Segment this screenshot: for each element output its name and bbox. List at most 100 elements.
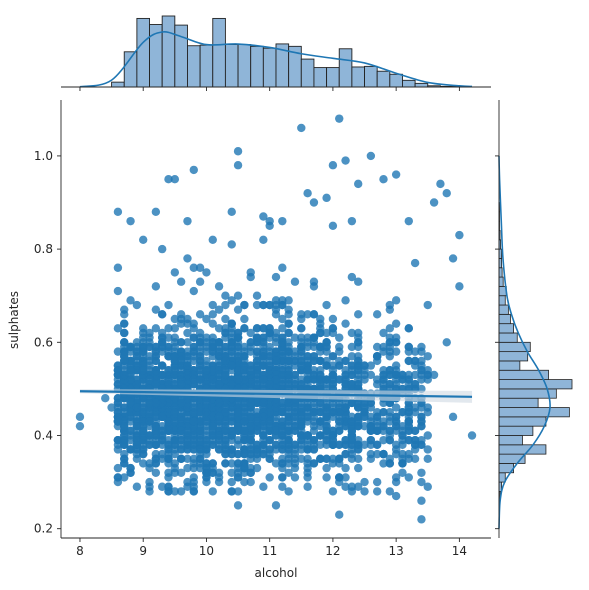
scatter-point [309,352,319,361]
scatter-point [278,314,287,324]
scatter-point [322,361,331,370]
scatter-point [322,328,331,338]
scatter-point [278,431,287,440]
scatter-point [322,431,331,440]
scatter-point [379,407,388,417]
scatter-point [309,282,319,291]
scatter-point [113,398,123,408]
scatter-point [455,282,464,291]
scatter-point [265,454,274,463]
scatter-point [252,417,262,426]
scatter-point [391,412,401,422]
scatter-point [189,375,198,384]
scatter-point [214,324,224,333]
scatter-point [189,463,198,473]
scatter-point [126,342,135,352]
marginal-x-bar [313,67,328,88]
scatter-point [202,431,211,440]
scatter-point [240,398,249,408]
scatter-point [221,333,230,342]
scatter-point [265,426,274,436]
scatter-point [328,431,338,440]
scatter-point [151,356,161,366]
scatter-point [214,445,224,454]
scatter-point [183,347,192,356]
scatter-point [233,366,243,375]
scatter-point [183,398,192,408]
scatter-point [259,361,268,370]
scatter-point [341,449,350,459]
scatter-point [145,463,154,473]
scatter-point [271,375,281,384]
scatter-point [120,310,129,319]
scatter-point [240,342,249,352]
scatter-point [385,342,395,352]
scatter-point [410,356,420,366]
scatter-point [347,435,357,445]
marginal-x-bar [364,65,378,88]
scatter-point [221,356,230,366]
scatter-point [290,412,300,422]
scatter-point [423,431,432,440]
scatter-point [372,426,382,436]
scatter-point [265,417,274,426]
scatter-point [297,426,306,436]
scatter-point [246,338,255,347]
y-tick-label: 0.8 [34,242,53,256]
marginal-x-kde-line [79,31,473,88]
scatter-point [227,296,236,305]
scatter-point [259,412,268,422]
scatter-point [233,333,243,342]
scatter-point [120,370,129,380]
scatter-point [271,398,281,408]
scatter-point [240,417,249,426]
scatter-point [398,459,407,468]
scatter-point [151,207,161,217]
scatter-point [404,342,413,352]
scatter-point [227,328,236,338]
scatter-point [202,366,211,375]
scatter-point [271,305,281,314]
scatter-point [202,477,211,487]
scatter-point [208,412,217,422]
scatter-point [360,477,369,487]
scatter-point [170,487,180,496]
scatter-point [259,212,268,221]
scatter-point [214,347,224,356]
scatter-point [284,398,293,408]
scatter-point [252,463,262,473]
scatter-point [113,463,123,473]
marginal-y-bar [498,351,529,362]
scatter-point [391,338,401,347]
scatter-point [233,161,243,170]
scatter-point [423,375,432,384]
scatter-point [195,342,205,352]
scatter-point [360,487,369,496]
scatter-point [170,394,180,403]
scatter-point [170,342,180,352]
marginal-x-bar [161,15,176,88]
scatter-point [391,361,401,370]
scatter-point [290,403,300,412]
scatter-point [423,300,432,310]
scatter-point [360,440,369,450]
scatter-point [379,398,388,408]
scatter-point [372,477,382,487]
scatter-point [183,361,192,370]
marginal-y-bar [498,379,573,390]
scatter-point [297,435,306,445]
scatter-point [347,328,357,338]
marginal-x-bar [250,45,264,88]
scatter-point [398,426,407,436]
scatter-point [157,244,167,254]
scatter-point [265,380,274,389]
scatter-point [410,347,420,356]
scatter-point [328,487,338,496]
scatter-point [417,468,426,477]
scatter-point [442,188,451,198]
scatter-point [189,445,198,454]
marginal-y-bar [498,323,515,334]
scatter-point [404,375,413,384]
scatter-point [271,296,281,305]
scatter-point [183,463,192,473]
